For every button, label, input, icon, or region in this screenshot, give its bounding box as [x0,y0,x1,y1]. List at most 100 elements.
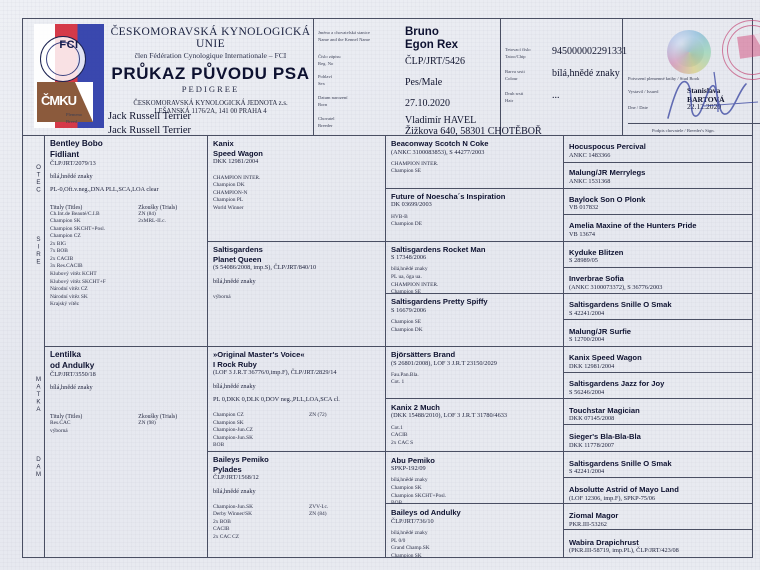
pedigree-cell-gen2: »Original Master's Voice« I Rock Ruby (LOF… [208,347,385,451]
gen3-name: Saltisgardens Rocket Man [391,244,486,254]
breed-label: Plemeno Breed [66,112,83,124]
gen3-reg-no: ČLP/JRT/736/10 [391,517,434,525]
gen4-reg-no: ANKC 1483366 [569,151,611,159]
document-title-cz: PRŮKAZ PŮVODU PSA [111,64,310,83]
gen3-detail: bílá,hnědé znaky [391,266,428,273]
sire-trial-item: ZN (84) [138,210,156,217]
gen3-name: Future of Noescha´s Inspiration [391,191,506,201]
fci-logo-label: FCI [59,39,79,51]
stamp-inner-mark [737,33,760,59]
pedigree-cell-gen2: Baileys Pemiko Pylades ČLP/JRT/1568/12 bílá… [208,452,385,558]
gen3-name: Kanix 2 Much [391,402,440,412]
gen3-name: Björsätters Brand [391,350,456,359]
grid-hline-gen4-f [563,424,753,425]
gen3-detail: Champion DE [391,221,422,228]
gen2-title-item: BOB [213,442,225,449]
cmku-fci-logo: FCI ČMKU [34,24,104,128]
cmku-logo-mark: ČMKU [37,82,93,122]
pedigree-cell-gen4: Baylock Son O Plonk VB 017832 [564,189,753,215]
gen3-name: Abu Pemiko [391,455,435,465]
sire-trials-heading: Zkoušky (Trials) [138,204,178,211]
pedigree-cell-gen3: Baileys od Andulky ČLP/JRT/736/10 bílá,hně… [386,505,563,558]
signature-rule [628,123,760,124]
gen4-name: Saltisgardens Snille O Smak [569,458,672,468]
pedigree-cell-gen4: Saltisgardens Jazz for Joy S 56246/2004 [564,373,753,399]
value-born: 27.10.2020 [405,98,450,109]
sire-trials-list: ZN (84) 2xMRL-II.c. [138,211,202,226]
gen2-title-item: Champion-Jun.SK [213,503,253,510]
gen3-reg-no: (ANKC 3100083853), S 44277/2003 [391,148,485,156]
gen3-detail: bílá,hnědé znaky [391,477,428,484]
gen3-reg-no: DK 03699/2003 [391,201,432,209]
pedigree-cell-gen4: Ziomal Magor PKR.III-53262 [564,505,753,531]
gen3-detail: HVB-B [391,213,408,220]
sire-title-item: Krajský vítěz [50,301,79,308]
gen3-detail: Cot.1 [391,424,403,431]
gen4-reg-no: (LOF 12306, imp.F), SPKP-75/06 [569,494,656,502]
gen4-name: Ziomal Magor [569,511,619,521]
sire-trial-item: 2xMRL-II.c. [138,218,166,225]
gen3-detail: PL 0/0 [391,537,406,544]
pedigree-cell-gen3: Abu Pemiko SPKP-192/09 bílá,hnědé znaky Cha… [386,453,563,506]
sire-health: PL-0,Oft.v.neg.,DNA PLL,SCA,LOA clear [50,186,159,194]
gen4-reg-no: DKK 11778/2007 [569,441,615,449]
pedigree-cell-gen4: Saltisgardens Snille O Smak S 42241/2004 [564,453,753,479]
grid-hline-sire-dam [44,346,753,347]
gen3-detail: Fau.Pan.Bla. [391,371,419,378]
value-tattoo-chip: 945000002291331 [552,46,627,57]
gen4-name: Sieger's Bla-Bla-Bla [569,432,641,442]
pedigree-cell-gen4: Kanix Speed Wagon DKK 12981/2004 [564,347,753,373]
label-sex: Pohlaví Sex [318,74,333,86]
gen2-title-item: CHAMPION INTER. [213,174,261,181]
sire-titles-list: Ch.Int.de Beauté/C.I.B Champion SK Champio… [50,211,128,309]
pedigree-cell-gen2: Kanix Speed Wagon DKK 12981/2004 CHAMPION I… [208,136,385,241]
side-label-sire-en: SIRE [35,236,42,266]
label-tattoo-chip: Tetovací číslo Tatoo/Chip [505,47,531,59]
value-kennel-name: Egon Rex [405,39,459,51]
grid-hline-gen4-c [563,267,753,268]
gen2-detail: PL 0,DKK 0,DLK 0,DOV neg.,PLL,LOA,SCA cl… [213,395,340,403]
issuer-line-1: ČESKOMORAVSKÁ KYNOLOGICKÁ JEDNOTA z.s. [133,100,288,107]
pedigree-cell-gen3: Björsätters Brand (S 26801/2008), LOF 3 J… [386,347,563,400]
gen2-title-item: 2x CAC CZ [213,534,240,541]
gen4-name: Saltisgardens Jazz for Joy [569,379,665,389]
gen3-reg-no: SPKP-192/09 [391,465,426,473]
gen2-detail: bílá,hnědé znaky [213,382,256,390]
gen3-detail: Champion SKCHT+Posl. [391,492,447,499]
label-stud-book: Potvrzení plemenné knihy / Stud Book [628,76,700,81]
value-issue-date: 22.12.2020 [687,102,722,111]
sire-reg-no: ČLP/JRT/2079/13 [50,160,96,167]
grid-hline-gen3-a [385,188,753,189]
gen3-detail: 2x CAC S [391,439,414,446]
gen3-name: Baileys od Andulky [391,508,461,518]
dam-title-item: Res.CAC [50,420,71,427]
gen3-detail: Champion SE [391,319,422,326]
side-label-sire-cz: OTEC [35,164,42,194]
pedigree-cell-gen4: Sieger's Bla-Bla-Bla DKK 11778/2007 [564,426,753,452]
grid-vline-gen1 [207,136,208,558]
sire-title-item: Klubový vítěz SKCHT+F [50,278,106,285]
gen2-name-line2: Planet Queen [213,254,262,264]
value-hair: ... [552,90,560,101]
dam-titles-list: Res.CAC výborná [50,420,128,435]
grid-hline-gen4-d [563,319,753,320]
gen4-reg-no: DKK 12981/2004 [569,362,615,370]
pedigree-cell-gen3: Saltisgardens Rocket Man S 17348/2006 bílá… [386,242,563,295]
label-hair: Druh srsti Hair [505,91,524,103]
gen3-reg-no: (S 26801/2008), LOF 3 J.R.T 23150/2029 [391,359,497,367]
gen2-reg-no: (S 54086/2008, imp.S), ČLP/JRT/840/10 [213,264,317,272]
sire-title-item: Národní vítěz SK [50,293,88,300]
gen2-title-item: Champion-Jun.CZ [213,427,253,434]
value-colour: bílá,hnědé znaky [552,68,620,79]
gen4-reg-no: PKR.III-53262 [569,520,607,528]
grid-hline-gen2-a [207,241,753,242]
gen4-reg-no: S 56246/2004 [569,389,605,397]
organisation-name-cz: ČESKOMORAVSKÁ KYNOLOGICKÁ UNIE [110,26,311,50]
header-divider-1 [313,18,314,136]
issuer-line-2: LEŠANSKÁ 1176/2A, 141 00 PRAHA 4 [154,108,267,116]
cmku-official-stamp [718,16,760,84]
gen4-name: Baylock Son O Plonk [569,194,646,204]
pedigree-cell-gen4: Amelia Maxine of the Hunters Pride VB 136… [564,215,753,241]
organisation-block: ČESKOMORAVSKÁ KYNOLOGICKÁ UNIE člen Fédé… [108,26,313,117]
gen3-reg-no: (DKK 15488/2010), LOF 3 J.R.T 31780/4633 [391,412,508,420]
